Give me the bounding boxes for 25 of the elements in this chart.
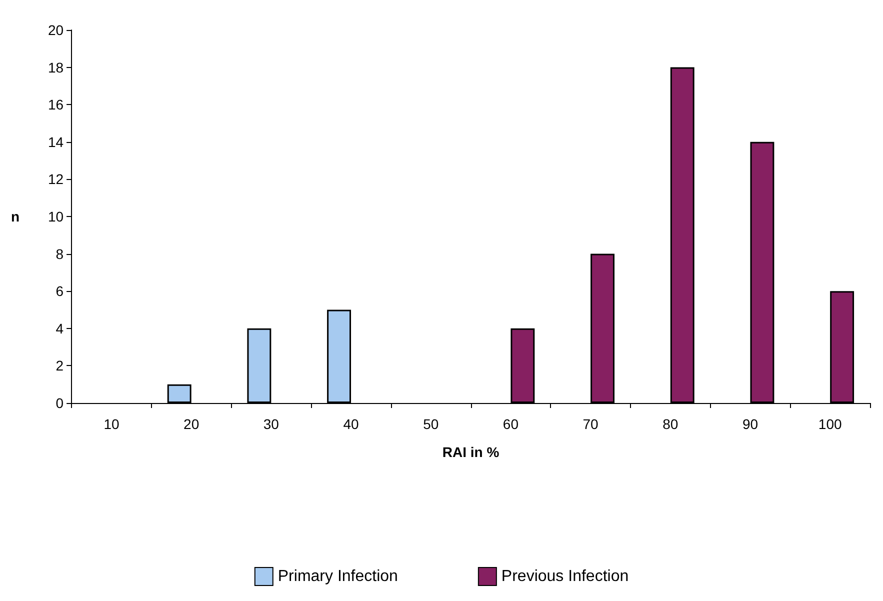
x-tick-label: 90: [742, 416, 758, 432]
legend-label: Primary Infection: [278, 568, 398, 585]
y-tick-label: 2: [56, 358, 64, 374]
x-tick-label: 100: [818, 416, 842, 432]
x-tick-label: 50: [423, 416, 439, 432]
x-tick-label: 30: [263, 416, 280, 432]
y-tick-label: 16: [48, 96, 64, 113]
y-tick-label: 10: [48, 208, 64, 224]
x-tick-label: 60: [502, 416, 519, 432]
y-tick-label: 0: [56, 395, 64, 411]
y-axis-title: n: [10, 208, 20, 224]
y-tick-label: 6: [56, 283, 64, 300]
y-tick-label: 12: [48, 171, 64, 188]
x-tick-label: 80: [662, 416, 678, 432]
x-axis-title: RAI in %: [442, 444, 500, 460]
y-tick-label: 8: [56, 246, 64, 262]
x-tick-label: 70: [582, 416, 599, 432]
x-tick-label: 10: [104, 416, 120, 432]
x-tick-label: 40: [343, 416, 360, 432]
y-tick-label: 4: [56, 320, 64, 336]
legend-label: Previous Infection: [501, 568, 629, 585]
y-tick-label: 18: [48, 59, 64, 76]
y-tick-label: 20: [48, 22, 64, 38]
x-tick-label: 20: [184, 416, 200, 432]
y-tick-label: 14: [48, 134, 64, 150]
